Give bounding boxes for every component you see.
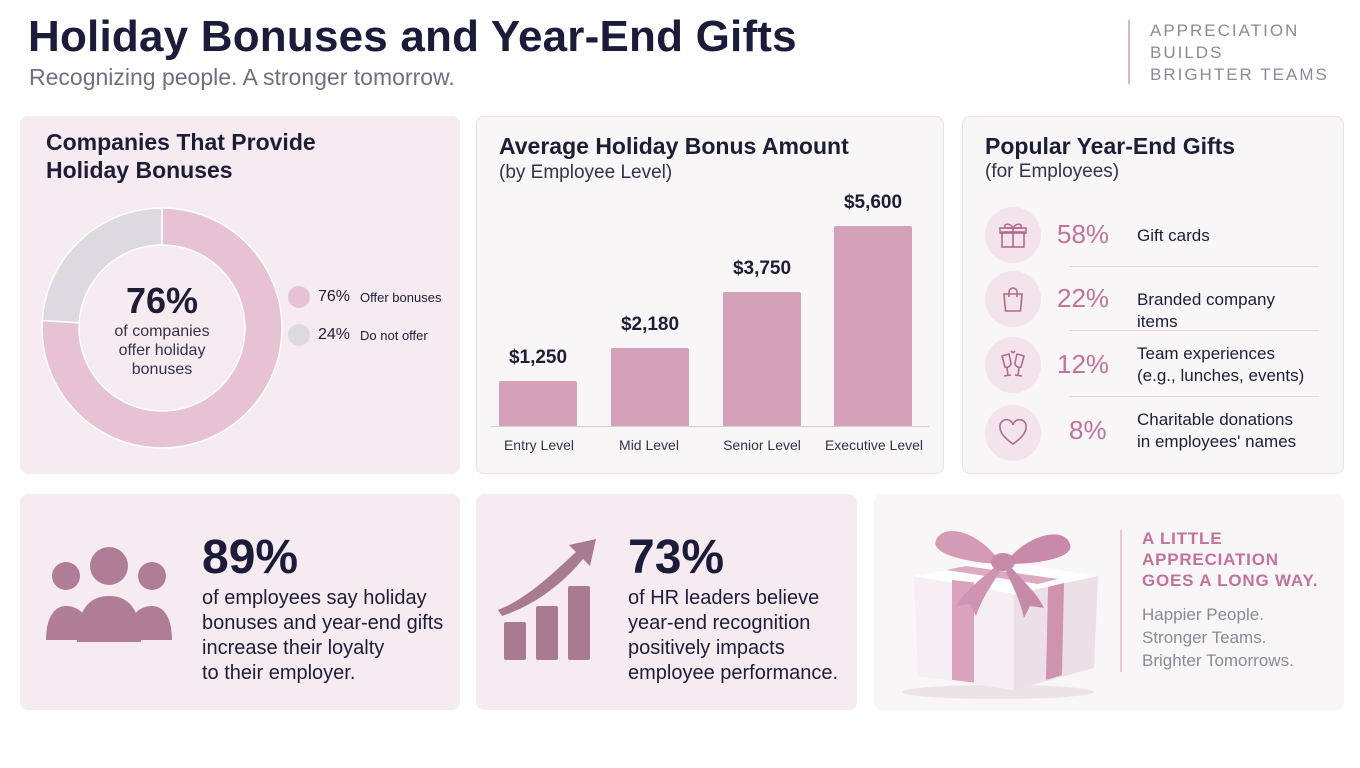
bar-category-label-entry: Entry Level — [503, 437, 575, 453]
hr-stat-value: 73% — [628, 531, 725, 584]
gift-label-experiences: Team experiences (e.g., lunches, events) — [1137, 343, 1304, 387]
bonus-share-card: Companies That Provide Holiday Bonuses 7… — [20, 116, 460, 474]
tagline: APPRECIATION BUILDS BRIGHTER TEAMS — [1128, 20, 1329, 84]
bonus-amount-subtitle: (by Employee Level) — [499, 162, 673, 183]
gift-item-branded: 22% Branded company items — [985, 265, 1319, 331]
bonus-share-title-line-2: Holiday Bonuses — [46, 157, 233, 183]
gift-label-line: Branded company items — [1137, 290, 1275, 331]
legend-pct-offer: 76% — [318, 288, 351, 305]
bar-value-label-executive: $5,600 — [843, 192, 903, 213]
gift-divider — [1069, 266, 1319, 267]
loyalty-stat-value: 89% — [202, 531, 299, 584]
hr-stat-line-1: of HR leaders believe — [628, 587, 820, 609]
gift-label-line: Gift cards — [1137, 226, 1210, 245]
loyalty-stat-line-2: bonuses and year-end gifts — [202, 612, 444, 634]
donut-center-value: 76% — [125, 280, 199, 321]
quote-divider — [1120, 530, 1122, 672]
tagline-line-2: BUILDS — [1150, 43, 1224, 62]
hr-stat-line-3: positively impacts — [628, 637, 785, 659]
bar-entry — [499, 381, 577, 426]
people-group-icon — [46, 547, 172, 642]
legend-item-offer: 76% Offer bonuses — [288, 286, 441, 308]
donut-center-line-2: offer holiday — [118, 342, 206, 359]
donut-center-text: of companies offer holiday bonuses — [112, 322, 212, 379]
heart-icon — [985, 405, 1041, 461]
page-subtitle: Recognizing people. A stronger tomorrow. — [29, 64, 455, 90]
quote-body-line-3: Brighter Tomorrows. — [1142, 651, 1294, 670]
gift-item-donations: 8% Charitable donations in employees' na… — [985, 399, 1319, 465]
gift-box-icon — [902, 531, 1098, 699]
gift-pct-branded: 22% — [1057, 283, 1110, 313]
legend-label-not-offer: Do not offer — [360, 327, 428, 343]
quote-body: Happier People. Stronger Teams. Brighter… — [1142, 603, 1294, 672]
bar-chart-baseline — [491, 426, 929, 427]
tagline-line-3: BRIGHTER TEAMS — [1150, 65, 1329, 84]
donut-slice-offer — [41, 207, 283, 449]
bar-category-label-executive: Executive Level — [824, 437, 924, 453]
loyalty-stat-line-1: of employees say holiday — [202, 587, 427, 609]
legend-item-not-offer: 24% Do not offer — [288, 324, 428, 346]
page-title: Holiday Bonuses and Year-End Gifts — [28, 12, 797, 61]
gift-item-experiences: 12% Team experiences (e.g., lunches, eve… — [985, 331, 1319, 397]
bonus-amount-title: Average Holiday Bonus Amount — [499, 133, 849, 159]
bar-value-label-senior: $3,750 — [732, 258, 792, 280]
gift-pct-experiences: 12% — [1057, 349, 1110, 379]
bonus-amount-card: Average Holiday Bonus Amount (by Employe… — [476, 116, 944, 474]
loyalty-stat-line-3: increase their loyalty — [202, 637, 385, 659]
donut-slice-not-offer — [41, 207, 163, 324]
donut-center-line-3: bonuses — [131, 361, 193, 378]
gift-label-branded: Branded company items — [1137, 289, 1319, 333]
bar-senior — [723, 292, 801, 426]
hr-stat-line-2: year-end recognition — [628, 612, 811, 634]
bar-chart: $1,250 Entry Level $2,180 Mid Level $3,750 Se… — [477, 117, 945, 475]
hr-stat-text: of HR leaders believe year-end recogniti… — [628, 586, 838, 686]
gift-label-line: in employees' names — [1137, 432, 1297, 451]
gift-divider — [1069, 396, 1319, 397]
shopping-bag-icon — [985, 271, 1041, 327]
quote-body-line-2: Stronger Teams. — [1142, 628, 1267, 647]
quote-head-line-1: A LITTLE — [1142, 529, 1223, 548]
gifts-card: Popular Year-End Gifts (for Employees) 5… — [962, 116, 1344, 474]
growth-chart-icon — [498, 539, 596, 660]
gift-item-gift-cards: 58% Gift cards — [985, 201, 1319, 267]
quote-head-line-2: APPRECIATION — [1142, 550, 1279, 569]
gift-label-donations: Charitable donations in employees' names — [1137, 409, 1296, 453]
gift-label-gift-cards: Gift cards — [1137, 225, 1210, 247]
gift-pct-gift-cards: 58% — [1057, 219, 1110, 249]
bar-category-label-mid: Mid Level — [619, 437, 679, 453]
loyalty-stat-card: 89% of employees say holiday bonuses and… — [20, 494, 460, 710]
loyalty-stat-line-4: to their employer. — [202, 662, 356, 684]
bar-value-label-entry: $1,250 — [508, 347, 568, 369]
bar-executive — [834, 226, 912, 426]
donut-center-line-1: of companies — [114, 323, 210, 340]
bar-value-label-mid: $2,180 — [620, 314, 680, 336]
legend-pct-not-offer: 24% — [318, 326, 351, 343]
gifts-title: Popular Year-End Gifts — [985, 133, 1236, 159]
quote-body-line-1: Happier People. — [1142, 605, 1264, 624]
gifts-subtitle: (for Employees) — [985, 161, 1120, 182]
gift-label-line: (e.g., lunches, events) — [1137, 366, 1305, 385]
donut-chart — [41, 207, 283, 449]
champagne-glasses-icon — [985, 337, 1041, 393]
hr-stat-card: 73% of HR leaders believe year-end recog… — [476, 494, 857, 710]
gift-pct-donations: 8% — [1069, 415, 1107, 445]
loyalty-stat-text: of employees say holiday bonuses and yea… — [202, 586, 443, 686]
gift-icon — [985, 207, 1041, 263]
gift-label-line: Charitable donations — [1137, 410, 1293, 429]
legend-label-offer: Offer bonuses — [360, 289, 442, 305]
legend-swatch-offer — [288, 286, 310, 308]
quote-head-line-3: GOES A LONG WAY. — [1142, 571, 1319, 590]
bar-mid — [611, 348, 689, 426]
quote-headline: A LITTLE APPRECIATION GOES A LONG WAY. — [1142, 528, 1318, 591]
legend-swatch-not-offer — [288, 324, 310, 346]
gift-label-line: Team experiences — [1137, 344, 1275, 363]
bonus-share-title: Companies That Provide Holiday Bonuses — [46, 128, 316, 184]
quote-card — [874, 494, 1344, 710]
bonus-share-title-line-1: Companies That Provide — [46, 129, 316, 155]
tagline-line-1: APPRECIATION — [1150, 21, 1300, 40]
hr-stat-line-4: employee performance. — [628, 662, 839, 684]
gift-divider — [1069, 330, 1319, 331]
bar-category-label-senior: Senior Level — [723, 437, 801, 453]
